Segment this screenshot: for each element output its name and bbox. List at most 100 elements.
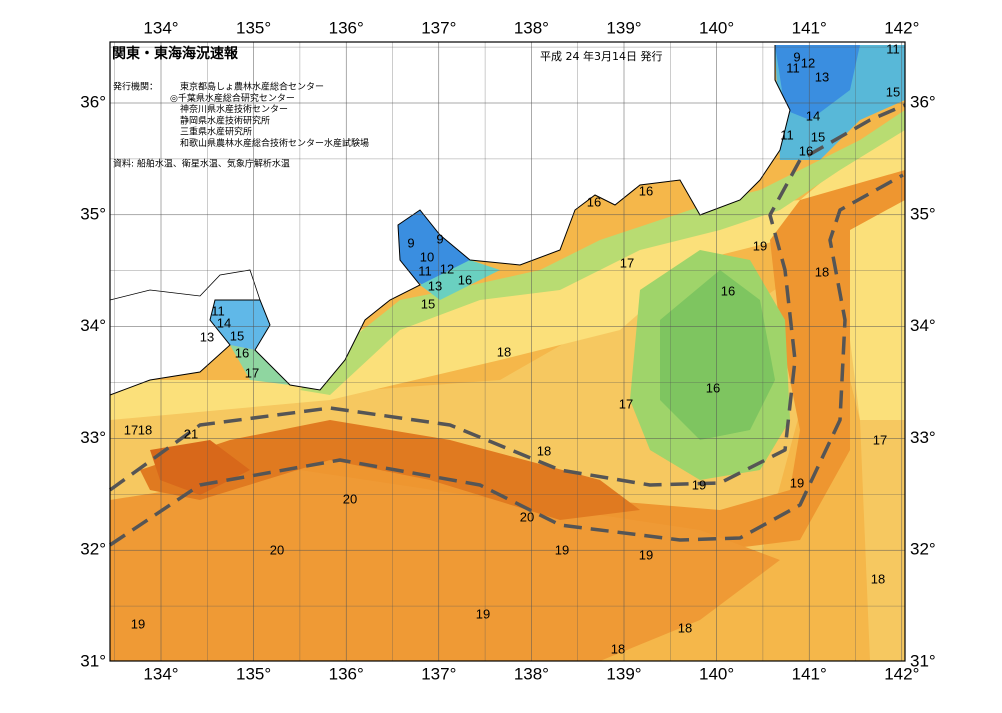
lat-label-left: 33° bbox=[80, 428, 106, 447]
lon-label-top: 139° bbox=[606, 18, 641, 37]
coastline bbox=[109, 45, 791, 396]
lon-label-bottom: 142° bbox=[884, 664, 919, 683]
contour-label: 13 bbox=[200, 329, 214, 344]
lon-label-bottom: 141° bbox=[792, 664, 827, 683]
issuer: ◎千葉県水産総合研究センター bbox=[170, 92, 295, 104]
issuer: 神奈川県水産技術センター bbox=[180, 103, 288, 115]
contour-label: 14 bbox=[217, 315, 231, 330]
lon-label-bottom: 136° bbox=[329, 664, 364, 683]
contour-label: 16 bbox=[639, 183, 653, 198]
contour-label: 18 bbox=[497, 344, 511, 359]
lon-label-bottom: 137° bbox=[421, 664, 456, 683]
contour-label: 18 bbox=[678, 620, 692, 635]
contour-label: 15 bbox=[811, 129, 825, 144]
contour-label: 12 bbox=[440, 261, 454, 276]
contour-label: 11 bbox=[780, 127, 794, 142]
contour-label: 16 bbox=[235, 345, 249, 360]
lon-label-top: 137° bbox=[421, 18, 456, 37]
issuer-list: 東京都島しょ農林水産総合センター◎千葉県水産総合研究センター神奈川県水産技術セン… bbox=[170, 81, 369, 150]
contour-label: 12 bbox=[801, 55, 815, 70]
lat-label-right: 34° bbox=[910, 316, 936, 335]
contour-label: 11 bbox=[886, 41, 900, 56]
issue-date: 平成 24 年3月14日 発行 bbox=[540, 49, 662, 63]
contour-label: 15 bbox=[421, 296, 435, 311]
lat-label-left: 32° bbox=[80, 540, 106, 559]
contour-label: 9 bbox=[407, 235, 414, 250]
lat-label-right: 32° bbox=[910, 540, 936, 559]
contour-label: 18 bbox=[871, 571, 885, 586]
contour-label: 19 bbox=[131, 616, 145, 631]
contour-label: 9 bbox=[793, 49, 800, 64]
contour-label: 10 bbox=[420, 249, 434, 264]
kuroshio-axis bbox=[108, 103, 906, 492]
contour-label: 19 bbox=[639, 547, 653, 562]
contour-label: 13 bbox=[815, 69, 829, 84]
lat-label-right: 31° bbox=[910, 651, 936, 670]
lat-label-left: 34° bbox=[80, 316, 106, 335]
kuroshio-axis bbox=[109, 173, 904, 547]
contour-label: 15 bbox=[230, 328, 244, 343]
contour-label: 19 bbox=[753, 238, 767, 253]
lat-label-right: 33° bbox=[910, 428, 936, 447]
contour-label: 17 bbox=[620, 255, 634, 270]
contour-label: 18 bbox=[537, 443, 551, 458]
contour-label: 20 bbox=[270, 542, 284, 557]
contour-label: 16 bbox=[587, 194, 601, 209]
contour-label: 19 bbox=[476, 606, 490, 621]
lon-label-bottom: 134° bbox=[143, 664, 178, 683]
lon-label-top: 141° bbox=[792, 18, 827, 37]
contour-label: 16 bbox=[458, 272, 472, 287]
contour-label: 18 bbox=[611, 641, 625, 656]
issuer-label: 発行機関： bbox=[113, 81, 158, 93]
contour-label: 17 bbox=[619, 396, 633, 411]
contour-label: 17 bbox=[245, 365, 259, 380]
lon-label-bottom: 140° bbox=[699, 664, 734, 683]
contour-label: 18 bbox=[815, 264, 829, 279]
contour-label: 19 bbox=[790, 475, 804, 490]
lat-label-left: 36° bbox=[80, 92, 106, 111]
lon-label-bottom: 138° bbox=[514, 664, 549, 683]
contour-label: 20 bbox=[520, 509, 534, 524]
issuer: 三重県水産研究所 bbox=[180, 126, 252, 138]
contour-label: 9 bbox=[436, 231, 443, 246]
contour-label: 14 bbox=[806, 108, 820, 123]
lon-label-top: 140° bbox=[699, 18, 734, 37]
lon-label-top: 142° bbox=[884, 18, 919, 37]
lon-label-bottom: 139° bbox=[606, 664, 641, 683]
contour-label: 11 bbox=[418, 263, 432, 278]
lon-label-top: 138° bbox=[514, 18, 549, 37]
contour-label: 16 bbox=[721, 283, 735, 298]
coastline bbox=[109, 269, 261, 301]
issuer: 東京都島しょ農林水産総合センター bbox=[180, 81, 324, 93]
contour-label: 11 bbox=[211, 303, 225, 318]
graticule bbox=[110, 42, 905, 661]
labels: 134° 134° 135° 135° 136° 136° 137° 137° 138° 138°… bbox=[80, 18, 935, 683]
issuer: 和歌山県農林水産総合技術センター水産試験場 bbox=[180, 137, 369, 149]
lon-label-top: 136° bbox=[329, 18, 364, 37]
contour-label: 19 bbox=[555, 542, 569, 557]
contour-label: 16 bbox=[799, 143, 813, 158]
contour-label: 17 bbox=[873, 432, 887, 447]
contour-label: 20 bbox=[343, 491, 357, 506]
contour-label: 18 bbox=[138, 422, 152, 437]
title: 関東・東海海況速報 bbox=[112, 45, 239, 62]
contour-label: 11 bbox=[786, 60, 800, 75]
contour-label: 19 bbox=[692, 477, 706, 492]
lat-label-right: 36° bbox=[910, 92, 936, 111]
source: 資料: 船舶水温、衛星水温、気象庁解析水温 bbox=[113, 158, 290, 170]
contour-label: 21 bbox=[184, 426, 198, 441]
lat-label-right: 35° bbox=[910, 204, 936, 223]
lat-label-left: 31° bbox=[80, 651, 106, 670]
lon-label-top: 135° bbox=[236, 18, 271, 37]
lat-label-left: 35° bbox=[80, 204, 106, 223]
lon-label-top: 134° bbox=[143, 18, 178, 37]
map-frame bbox=[109, 41, 906, 662]
contour-label: 13 bbox=[428, 278, 442, 293]
contour-label: 16 bbox=[706, 380, 720, 395]
issuer: 静岡県水産技術研究所 bbox=[180, 114, 270, 126]
contour-label: 17 bbox=[124, 422, 138, 437]
lon-label-bottom: 135° bbox=[236, 664, 271, 683]
contour-label: 15 bbox=[886, 84, 900, 99]
